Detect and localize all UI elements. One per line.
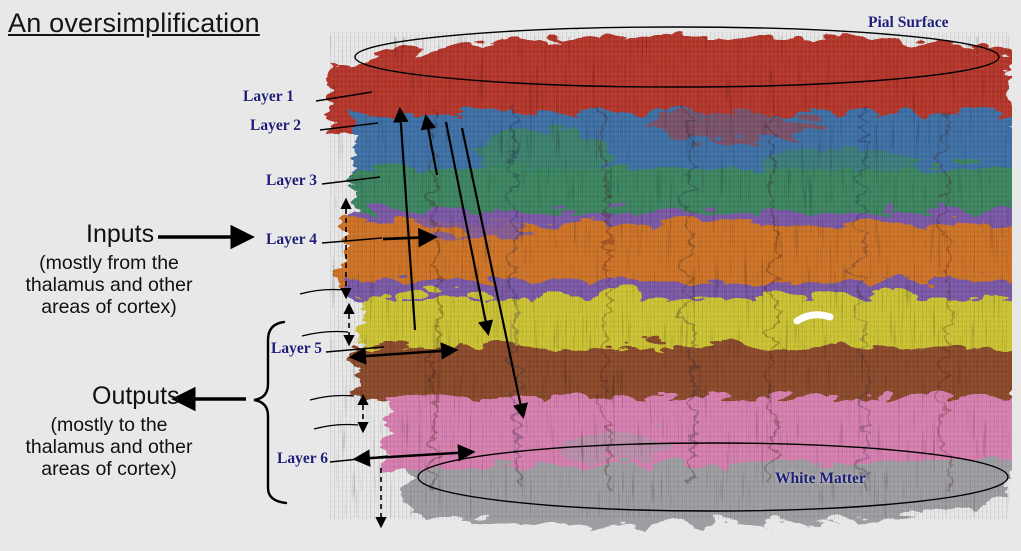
outputs-line-1: (mostly to the xyxy=(50,414,168,436)
inputs-line-2: thalamus and other xyxy=(25,274,193,296)
cortex-bands-svg xyxy=(324,30,1012,521)
outputs-line-3: areas of cortex) xyxy=(41,458,177,480)
layer-4-label: Layer 4 xyxy=(266,231,317,248)
pial-surface-label: Pial Surface xyxy=(868,14,949,31)
outputs-label: Outputs xyxy=(92,382,180,410)
slide-title: An oversimplification xyxy=(8,8,260,38)
outputs-line-2: thalamus and other xyxy=(25,436,193,458)
inputs-label: Inputs xyxy=(86,220,155,248)
inputs-description: (mostly from the thalamus and other area… xyxy=(0,252,218,318)
inputs-line-1: (mostly from the xyxy=(39,252,179,274)
layer-1-label: Layer 1 xyxy=(243,88,294,105)
cortex-figure xyxy=(310,12,1012,536)
white-matter-label: White Matter xyxy=(775,470,866,487)
outputs-description: (mostly to the thalamus and other areas … xyxy=(0,414,218,480)
layer-3-label: Layer 3 xyxy=(266,172,317,189)
layer-5-label: Layer 5 xyxy=(271,340,322,357)
layer-6-label: Layer 6 xyxy=(277,450,328,467)
fiber-grain xyxy=(330,37,1010,517)
inputs-line-3: areas of cortex) xyxy=(41,296,177,318)
layer-2-label: Layer 2 xyxy=(250,117,301,134)
